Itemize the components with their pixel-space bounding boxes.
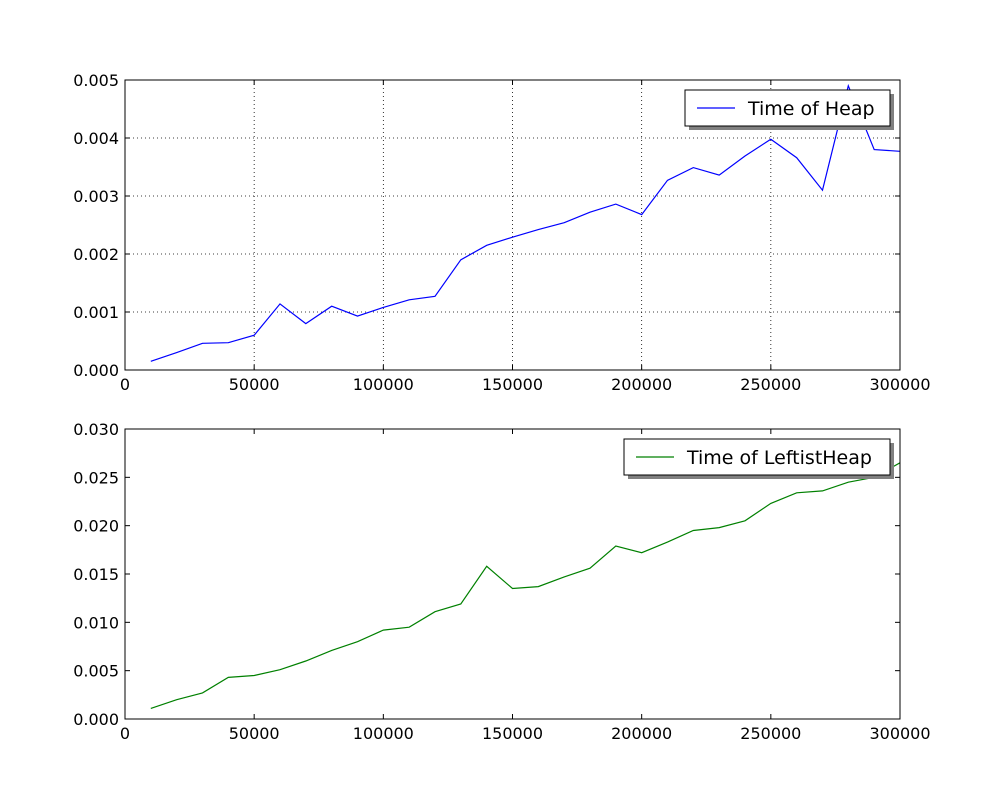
leftist-heap-time-chart: 0 50000 100000 150000 200000 250000 300000 0.00…	[73, 420, 930, 743]
x-tick-label: 100000	[353, 724, 414, 743]
x-tick-label: 200000	[611, 375, 672, 394]
x-tick-label: 150000	[482, 375, 543, 394]
legend-label: Time of LeftistHeap	[686, 447, 872, 469]
y-tick-label: 0.005	[73, 662, 119, 681]
y-tick-label: 0.001	[73, 303, 119, 322]
x-tick-label: 100000	[353, 375, 414, 394]
y-tick-label: 0.010	[73, 613, 119, 632]
series-line	[150, 83, 900, 362]
x-tick-label: 250000	[740, 724, 801, 743]
x-tick-label: 300000	[869, 375, 930, 394]
x-tick-label: 0	[120, 375, 130, 394]
y-tick-label: 0.030	[73, 420, 119, 439]
y-tick-label: 0.000	[73, 710, 119, 729]
y-tick-label: 0.005	[73, 71, 119, 90]
series-line	[150, 462, 900, 709]
x-tick-label: 300000	[869, 724, 930, 743]
y-tick-label: 0.002	[73, 245, 119, 264]
y-tick-label: 0.000	[73, 361, 119, 380]
x-tick-label: 200000	[611, 724, 672, 743]
y-tick-label: 0.003	[73, 187, 119, 206]
plot-frame	[124, 428, 901, 720]
y-tick-label: 0.020	[73, 517, 119, 536]
x-tick-label: 50000	[229, 724, 280, 743]
heap-time-chart: 0 50000 100000 150000 200000 250000 300000 0.00…	[73, 71, 930, 394]
legend: Time of LeftistHeap	[623, 438, 894, 479]
y-tick-label: 0.015	[73, 565, 119, 584]
legend-label: Time of Heap	[747, 98, 875, 120]
x-tick-label: 250000	[740, 375, 801, 394]
legend: Time of Heap	[684, 89, 894, 130]
y-tick-label: 0.025	[73, 468, 119, 487]
plot-frame	[124, 79, 901, 371]
x-tick-label: 50000	[229, 375, 280, 394]
y-tick-label: 0.004	[73, 129, 119, 148]
x-tick-label: 150000	[482, 724, 543, 743]
x-tick-label: 0	[120, 724, 130, 743]
